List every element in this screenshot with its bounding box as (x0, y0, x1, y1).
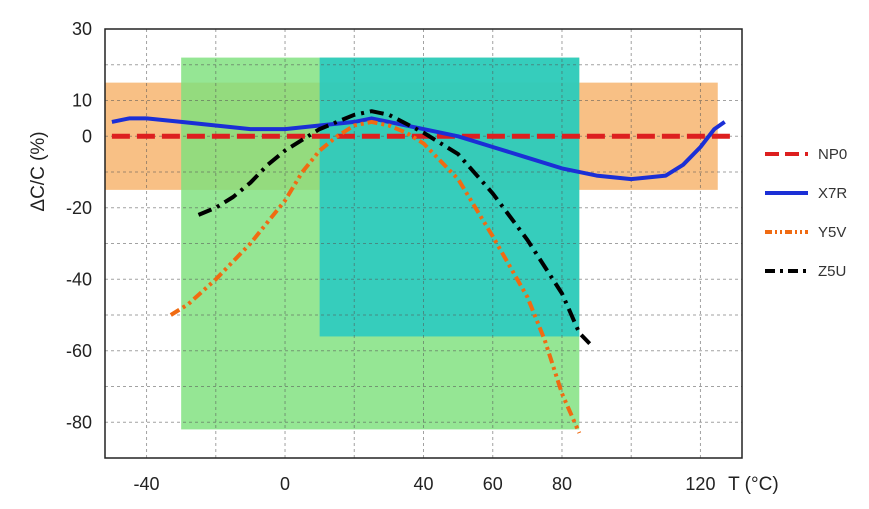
y-tick-label: -20 (66, 198, 92, 218)
y-tick-label: -80 (66, 412, 92, 432)
x-tick-label: 0 (280, 474, 290, 494)
x-tick-label: 80 (552, 474, 572, 494)
series-y5v-line (169, 119, 582, 434)
grid-lines (105, 29, 742, 458)
data-series (111, 109, 736, 434)
y-tick-label: -40 (66, 269, 92, 289)
legend: NP0 X7R Y5V Z5U (765, 146, 847, 280)
legend-label-z5u: Z5U (818, 263, 846, 280)
legend-label-np0: NP0 (818, 146, 847, 163)
x-tick-label: 60 (483, 474, 503, 494)
series-x7r-line (111, 116, 726, 182)
x-tick-label: 120 (685, 474, 715, 494)
region-z5u (319, 57, 580, 337)
y-tick-label: 10 (72, 91, 92, 111)
axis-ticks: -40 0 40 60 80 120 30 10 0 -20 -40 -60 -80 (66, 19, 715, 494)
x-axis-title: T (°C) (728, 474, 779, 495)
y-axis-title: ΔC/C (%) (28, 131, 49, 211)
legend-label-y5v: Y5V (818, 224, 846, 241)
y-tick-label: 30 (72, 19, 92, 39)
y-tick-label: -60 (66, 341, 92, 361)
x-tick-label: -40 (134, 474, 160, 494)
plot-frame (104, 28, 743, 459)
legend-label-x7r: X7R (818, 185, 847, 202)
x-tick-label: 40 (413, 474, 433, 494)
series-z5u-line (197, 109, 592, 345)
y-tick-label: 0 (82, 126, 92, 146)
